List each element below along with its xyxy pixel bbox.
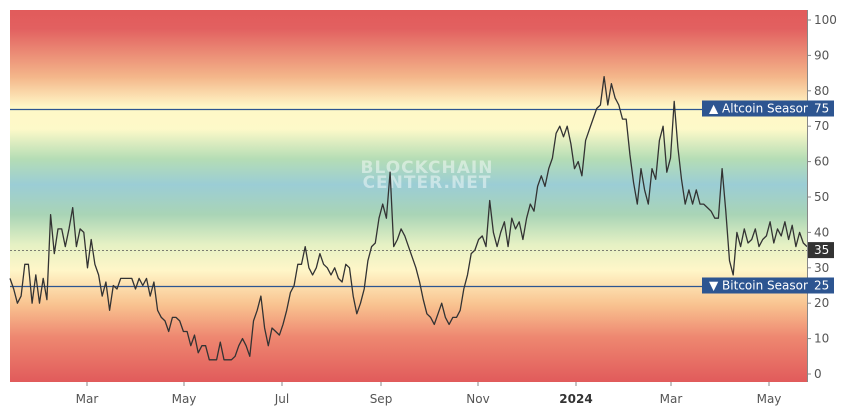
y-tick-label: 0 — [814, 367, 822, 381]
watermark-line-2: CENTER.NET — [363, 173, 492, 193]
last-value-box — [808, 242, 834, 259]
reference-line-value: 75 — [814, 102, 829, 116]
x-tick-label: May — [172, 392, 197, 406]
plot-background — [10, 10, 807, 382]
y-tick-label: 90 — [814, 48, 829, 62]
x-tick-label: Mar — [660, 392, 683, 406]
reference-line-value-box — [808, 277, 834, 294]
y-tick-label: 20 — [814, 296, 829, 310]
y-tick-label: 40 — [814, 225, 829, 239]
reference-line-label: ▲ Altcoin Season — [709, 102, 811, 116]
y-tick-label: 70 — [814, 119, 829, 133]
x-tick-label: Sep — [370, 392, 393, 406]
last-value-label: 35 — [814, 243, 829, 257]
x-tick-label: 2024 — [559, 392, 592, 406]
y-tick-label: 100 — [814, 13, 837, 27]
x-axis: Mar May Jul Sep Nov 2024 Mar May — [76, 382, 782, 406]
reference-line-label: ▼ Bitcoin Season — [709, 279, 811, 293]
y-tick-label: 80 — [814, 84, 829, 98]
x-tick-label: Jul — [274, 392, 289, 406]
y-tick-label: 50 — [814, 190, 829, 204]
y-tick-label: 30 — [814, 261, 829, 275]
y-tick-label: 60 — [814, 155, 829, 169]
watermark-line-1: BLOCKCHAIN — [361, 158, 494, 178]
x-tick-label: May — [757, 392, 782, 406]
reference-line-label-box — [702, 100, 808, 117]
watermark: BLOCKCHAIN CENTER.NET — [361, 158, 494, 193]
reference-line-value-box — [808, 100, 834, 117]
value-labels: ▲ Altcoin Season 75 ▼ Bitcoin Season 25 35 — [702, 100, 834, 294]
y-axis: 0 10 20 30 40 50 60 70 80 90 100 — [807, 13, 837, 381]
reference-line-label-box — [702, 277, 808, 294]
series-line — [9, 75, 808, 361]
y-tick-label: 10 — [814, 332, 829, 346]
series-layer — [9, 75, 808, 361]
reference-line-value: 25 — [814, 279, 829, 293]
x-tick-label: Nov — [466, 392, 489, 406]
x-tick-label: Mar — [76, 392, 99, 406]
